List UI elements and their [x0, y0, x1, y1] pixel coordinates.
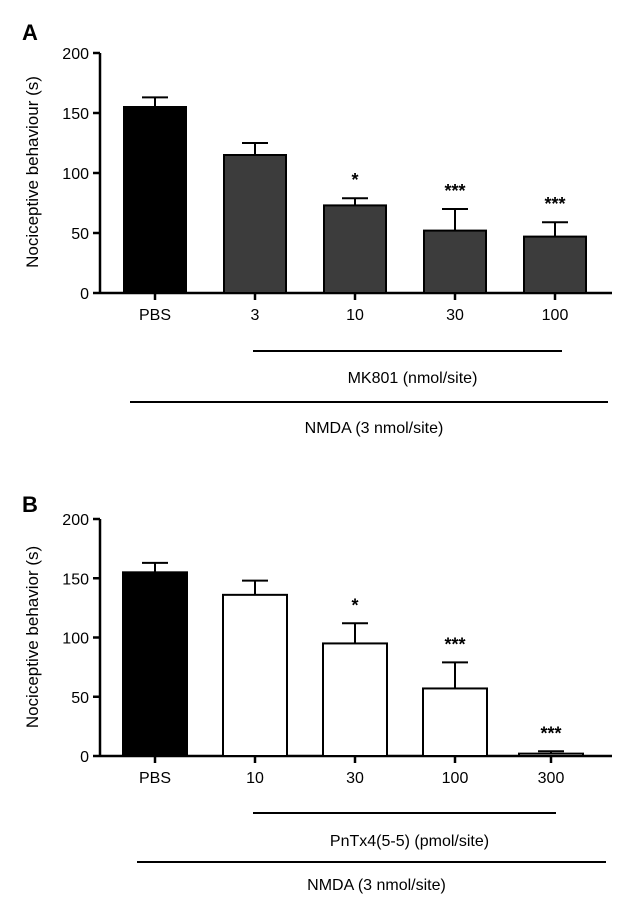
y-axis-label-b: Nociceptive behavior (s): [23, 546, 42, 728]
bar: [523, 235, 587, 295]
bar: [322, 642, 388, 757]
significance-marker: ***: [544, 194, 565, 214]
significance-marker: ***: [444, 181, 465, 201]
category-label: 10: [346, 307, 364, 324]
significance-marker: ***: [444, 634, 465, 654]
category-label: 30: [346, 770, 364, 787]
panel-b: B Nociceptive behavior (s) 0 50 100 150 200 P…: [22, 492, 612, 894]
category-label: 100: [442, 770, 469, 787]
y-tick-label: 200: [62, 46, 89, 63]
bar: [123, 106, 187, 294]
bar: [423, 229, 487, 295]
y-tick-label: 100: [62, 166, 89, 183]
category-label: PBS: [139, 770, 171, 787]
bar: [422, 687, 488, 758]
bar: [518, 752, 584, 758]
panel-letter-a: A: [22, 20, 38, 45]
category-label: 300: [538, 770, 565, 787]
bar: [122, 571, 188, 758]
category-label: 30: [446, 307, 464, 324]
group-label: MK801 (nmol/site): [348, 370, 478, 387]
group-label: NMDA (3 nmol/site): [305, 420, 444, 437]
y-tick-label: 150: [62, 106, 89, 123]
y-tick-label: 100: [62, 631, 89, 648]
y-tick-label: 0: [80, 749, 89, 766]
group-label: NMDA (3 nmol/site): [307, 877, 446, 894]
category-label: PBS: [139, 307, 171, 324]
significance-marker: *: [351, 170, 358, 190]
bar: [223, 154, 287, 294]
panel-letter-b: B: [22, 492, 38, 517]
y-tick-label: 150: [62, 571, 89, 588]
category-label: 3: [251, 307, 260, 324]
significance-marker: *: [351, 595, 358, 615]
category-label: 10: [246, 770, 264, 787]
y-axis-label-a: Nociceptive behaviour (s): [23, 76, 42, 268]
category-label: 100: [542, 307, 569, 324]
y-tick-label: 50: [71, 226, 89, 243]
bar: [323, 204, 387, 294]
bar: [222, 593, 288, 758]
panel-a: A Nociceptive behaviour (s) 0 50 100 150 200…: [22, 20, 612, 437]
significance-marker: ***: [540, 723, 561, 743]
group-label: PnTx4(5-5) (pmol/site): [330, 833, 489, 850]
y-tick-label: 50: [71, 690, 89, 707]
y-tick-label: 200: [62, 512, 89, 529]
y-tick-label: 0: [80, 286, 89, 303]
